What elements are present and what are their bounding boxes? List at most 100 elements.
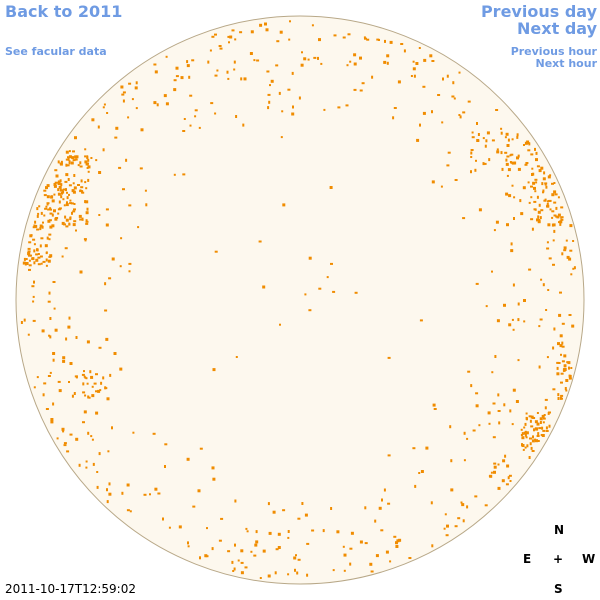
facular-marker <box>349 547 353 550</box>
facular-marker <box>349 60 352 63</box>
facular-marker <box>111 257 115 261</box>
facular-marker <box>57 192 61 196</box>
facular-marker <box>86 382 89 385</box>
facular-marker <box>49 371 52 374</box>
facular-marker <box>282 203 286 207</box>
facular-marker <box>532 417 536 419</box>
facular-marker <box>306 573 309 577</box>
facular-marker <box>199 556 201 560</box>
facular-marker <box>231 560 234 564</box>
facular-marker <box>267 106 270 110</box>
facular-marker <box>58 200 61 204</box>
next-day-link[interactable]: Next day <box>517 19 597 38</box>
facular-marker <box>23 318 26 322</box>
facular-marker <box>556 372 560 376</box>
facular-marker <box>293 556 297 560</box>
facular-marker <box>67 178 70 181</box>
facular-marker <box>36 376 39 379</box>
facular-marker <box>380 529 384 532</box>
facular-marker <box>262 285 266 289</box>
facular-marker <box>240 77 243 81</box>
facular-marker <box>62 188 66 191</box>
facular-marker <box>69 202 73 205</box>
facular-marker <box>121 93 125 96</box>
facular-marker <box>134 86 138 90</box>
facular-marker <box>349 562 352 566</box>
facular-marker <box>507 476 510 480</box>
facular-marker <box>564 387 567 390</box>
facular-marker <box>84 148 87 151</box>
facular-marker <box>521 436 525 440</box>
facular-marker <box>553 182 556 184</box>
facular-marker <box>307 58 310 61</box>
facular-marker <box>446 74 449 78</box>
facular-marker <box>240 571 244 575</box>
facular-marker <box>297 558 301 561</box>
back-to-year-link[interactable]: Back to 2011 <box>5 2 123 21</box>
facular-marker <box>517 302 520 306</box>
facular-marker <box>102 106 105 109</box>
facular-marker <box>539 417 543 421</box>
facular-marker <box>62 359 66 363</box>
facular-marker <box>227 77 230 80</box>
facular-marker <box>551 182 554 185</box>
facular-marker <box>566 255 570 259</box>
facular-marker <box>525 436 528 439</box>
facular-marker <box>470 149 474 151</box>
facular-marker <box>353 62 357 66</box>
observation-timestamp: 2011-10-17T12:59:02 <box>5 582 136 596</box>
facular-marker <box>527 181 530 184</box>
facular-marker <box>85 377 88 380</box>
facular-marker <box>364 37 367 40</box>
facular-marker <box>182 173 186 176</box>
facular-marker <box>277 532 281 536</box>
facular-marker <box>32 300 35 303</box>
facular-marker <box>560 206 564 209</box>
facular-marker <box>226 70 229 74</box>
facular-marker <box>536 195 539 199</box>
facular-marker <box>505 162 509 166</box>
facular-marker <box>412 67 416 71</box>
facular-marker <box>218 539 222 542</box>
facular-marker <box>267 93 271 96</box>
facular-marker <box>503 303 506 307</box>
facular-marker <box>64 215 67 219</box>
facular-marker <box>64 180 68 183</box>
facular-marker <box>212 477 216 481</box>
facular-marker <box>207 60 210 64</box>
previous-hour-link[interactable]: Previous hour <box>510 45 597 58</box>
facular-marker <box>497 393 500 397</box>
facular-marker <box>553 190 557 194</box>
facular-marker <box>71 189 75 193</box>
facular-marker <box>450 459 453 463</box>
facular-marker <box>258 240 262 243</box>
facular-marker <box>538 365 541 369</box>
previous-day-link[interactable]: Previous day <box>480 2 597 21</box>
see-facular-data-link[interactable]: See facular data <box>5 45 107 58</box>
facular-marker <box>209 49 212 52</box>
facular-marker <box>560 381 563 384</box>
facular-marker <box>69 199 72 202</box>
facular-marker <box>272 510 276 514</box>
facular-marker <box>132 431 135 434</box>
facular-marker <box>529 442 532 446</box>
facular-marker <box>534 420 538 424</box>
facular-marker <box>59 179 62 183</box>
facular-marker <box>520 428 523 431</box>
facular-marker <box>28 254 31 257</box>
facular-marker <box>66 164 70 167</box>
facular-marker <box>75 437 79 441</box>
facular-marker <box>212 368 216 372</box>
next-hour-link[interactable]: Next hour <box>535 57 598 70</box>
facular-marker <box>549 174 552 177</box>
facular-marker <box>546 204 550 208</box>
facular-marker <box>531 167 534 170</box>
facular-marker <box>521 444 525 447</box>
facular-marker <box>70 202 74 205</box>
facular-marker <box>164 465 166 468</box>
facular-marker <box>74 158 78 161</box>
facular-marker <box>545 309 548 311</box>
facular-marker <box>530 446 533 450</box>
facular-marker <box>508 474 512 477</box>
facular-marker <box>508 194 512 198</box>
